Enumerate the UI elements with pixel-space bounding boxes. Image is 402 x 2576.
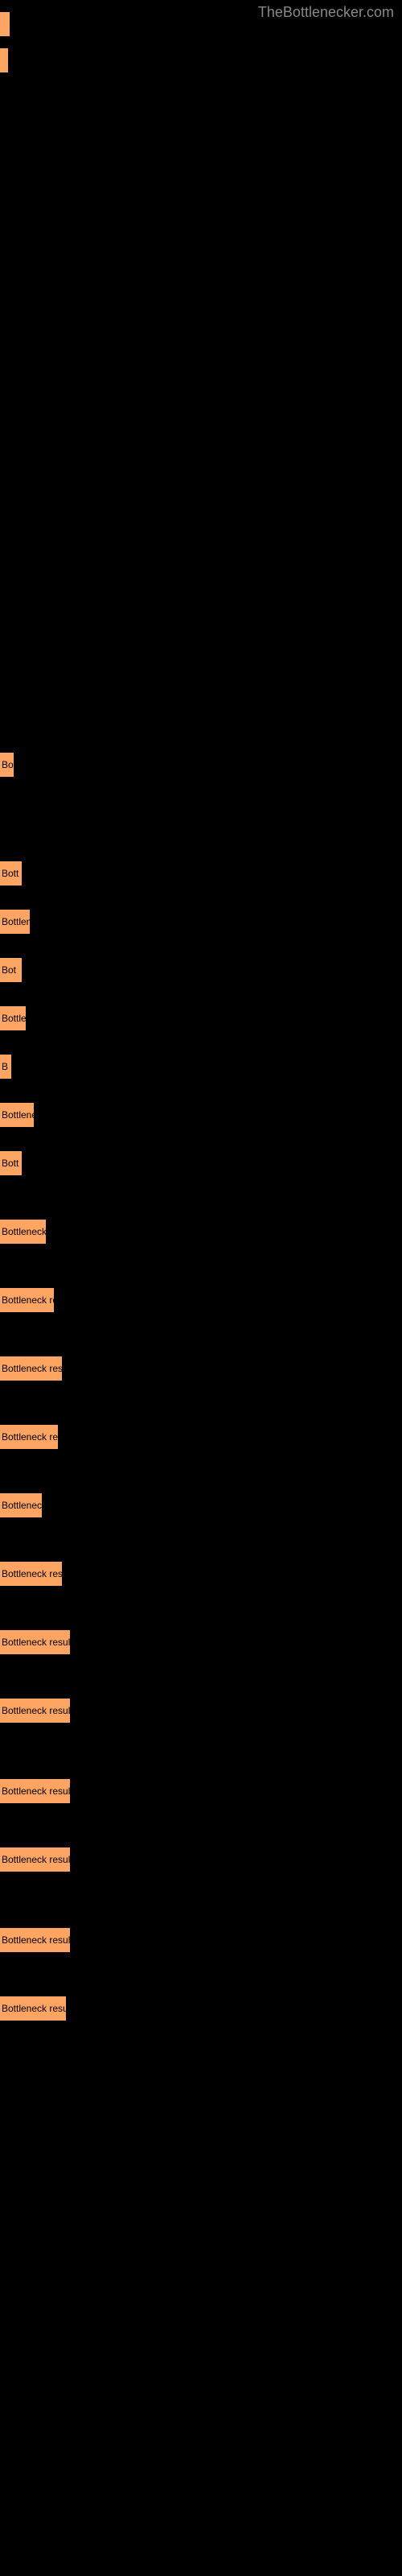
- bar-row: [0, 60, 8, 85]
- bar-row: Bottleneck result: [0, 1642, 70, 1666]
- bar-row: Bottleneck result: [0, 1860, 70, 1884]
- bottleneck-bar[interactable]: Bottleneck res: [0, 1425, 58, 1449]
- watermark: TheBottlenecker.com: [0, 0, 402, 25]
- bottleneck-bar[interactable]: Bottlene: [0, 1103, 34, 1127]
- bar-row: Bottleneck r: [0, 1232, 46, 1256]
- bar-row: Bottle: [0, 1018, 26, 1042]
- bottleneck-bar[interactable]: Bottleneck result: [0, 1699, 70, 1723]
- bottleneck-bar[interactable]: Bottleneck result: [0, 1847, 70, 1872]
- bar-row: B: [0, 1067, 11, 1091]
- bar-row: Bottleneck re: [0, 1300, 54, 1324]
- bar-row: Bottlen: [0, 922, 30, 946]
- bottleneck-bar[interactable]: Bottleneck resul: [0, 1996, 66, 2021]
- bar-row: Bottleneck res: [0, 1437, 58, 1461]
- bottleneck-bar[interactable]: Bottleneck resu: [0, 1356, 62, 1381]
- bottleneck-bar[interactable]: [0, 48, 8, 72]
- bar-row: Bottlene: [0, 1115, 34, 1139]
- bottleneck-bar[interactable]: Bott: [0, 861, 22, 886]
- bar-row: Bott: [0, 873, 22, 898]
- bottleneck-bar[interactable]: Bo: [0, 753, 14, 777]
- bar-row: Bottleneck result: [0, 1791, 70, 1815]
- bottleneck-bar[interactable]: Bottleneck resu: [0, 1562, 62, 1586]
- bottleneck-bar[interactable]: Bottle: [0, 1006, 26, 1030]
- bar-row: Bottleneck result: [0, 1711, 70, 1735]
- bar-row: Bottleneck resu: [0, 1574, 62, 1598]
- bottleneck-bar[interactable]: Bottleneck result: [0, 1630, 70, 1654]
- bottleneck-bar[interactable]: Bottleneck re: [0, 1288, 54, 1312]
- bottleneck-bar[interactable]: Bottleneck result: [0, 1928, 70, 1952]
- bottleneck-bar[interactable]: [0, 12, 10, 36]
- bottleneck-bar[interactable]: B: [0, 1055, 11, 1079]
- bar-row: Bot: [0, 970, 22, 994]
- bar-row: [0, 24, 10, 48]
- bar-row: Bottleneck resul: [0, 2008, 66, 2033]
- bar-row: Bottleneck resu: [0, 1368, 62, 1393]
- bottleneck-bar[interactable]: Bott: [0, 1151, 22, 1175]
- bottleneck-bar[interactable]: Bottleneck result: [0, 1779, 70, 1803]
- bottleneck-bar[interactable]: Bottlen: [0, 910, 30, 934]
- bar-row: Bottleneck result: [0, 1940, 70, 1964]
- bottleneck-bar[interactable]: Bottleneck: [0, 1493, 42, 1517]
- bar-row: Bottleneck: [0, 1505, 42, 1530]
- bar-row: Bott: [0, 1163, 22, 1187]
- bottleneck-bar[interactable]: Bot: [0, 958, 22, 982]
- bottleneck-bar[interactable]: Bottleneck r: [0, 1220, 46, 1244]
- bar-row: Bo: [0, 765, 14, 789]
